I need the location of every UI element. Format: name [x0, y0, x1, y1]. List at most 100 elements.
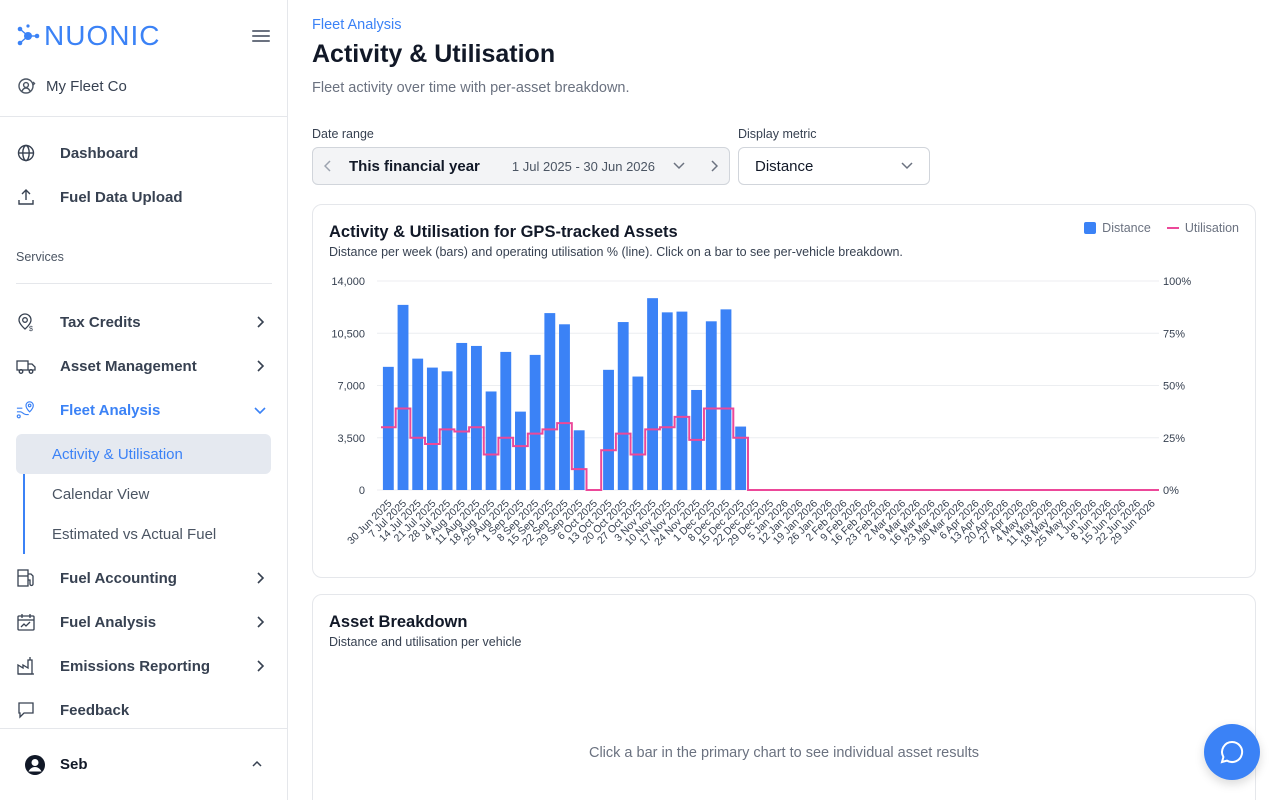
chevron-left-icon — [324, 160, 331, 172]
distance-bar[interactable] — [544, 313, 556, 490]
legend-item-utilisation[interactable]: Utilisation — [1166, 221, 1239, 235]
activity-chart-card: 0 3,500 7,000 10,500 14,000 0% 25% 50% 75% 100% 30… — [312, 204, 1256, 578]
distance-bar[interactable] — [573, 430, 585, 490]
page-title: Activity & Utilisation — [312, 40, 556, 68]
distance-bar[interactable] — [515, 411, 526, 490]
asset-breakdown-empty-message: Click a bar in the primary chart to see … — [588, 745, 980, 761]
fuel-pump-icon — [16, 568, 36, 588]
distance-bar[interactable] — [720, 309, 732, 490]
distance-bar[interactable] — [617, 322, 629, 490]
nav-tax-credits-label: Tax Credits — [60, 313, 141, 331]
previous-period-button[interactable] — [313, 148, 343, 184]
legend-label-distance: Distance — [1102, 221, 1151, 235]
y-tick-label: 14,000 — [331, 276, 365, 288]
truck-icon — [16, 356, 36, 376]
nav-tax-credits[interactable]: $ Tax Credits — [16, 302, 272, 342]
distance-bar[interactable] — [735, 426, 747, 490]
distance-bar[interactable] — [603, 369, 614, 490]
menu-toggle-icon[interactable] — [250, 27, 272, 45]
nav-fleet-analysis-label: Fleet Analysis — [60, 401, 161, 419]
distance-bar[interactable] — [456, 342, 468, 490]
org-name: My Fleet Co — [46, 77, 127, 95]
chevron-right-icon — [252, 614, 268, 630]
distance-bar[interactable] — [441, 371, 453, 490]
chevron-right-icon — [252, 358, 268, 374]
distance-bar[interactable] — [485, 391, 497, 490]
nav-fuel-analysis[interactable]: Fuel Analysis — [16, 602, 272, 642]
nav-fuel-data-upload-label: Fuel Data Upload — [60, 188, 183, 206]
distance-bar[interactable] — [705, 321, 717, 490]
route-pin-icon — [16, 400, 36, 420]
chevron-down-icon[interactable] — [673, 162, 685, 170]
nuonic-logo-icon — [17, 24, 40, 46]
y2-tick-label: 100% — [1163, 276, 1191, 288]
subnav-calendar-view[interactable]: Calendar View — [52, 485, 150, 503]
factory-icon — [16, 656, 36, 676]
chevron-down-icon — [901, 162, 913, 170]
activity-chart[interactable]: 03,5007,00010,50014,0000%25%50%75%100%30… — [313, 205, 1255, 577]
logo-row: NUONIC — [16, 18, 272, 54]
message-icon — [16, 700, 36, 720]
legend-item-distance[interactable]: Distance — [1084, 221, 1151, 235]
chevron-right-icon — [711, 160, 718, 172]
user-avatar-icon — [25, 754, 45, 775]
distance-bar[interactable] — [412, 358, 424, 490]
y-tick-label: 3,500 — [337, 433, 365, 445]
date-range-picker[interactable]: This financial year 1 Jul 2025 - 30 Jun … — [312, 147, 730, 185]
nav-asset-management-label: Asset Management — [60, 357, 197, 375]
y-tick-label: 7,000 — [337, 381, 365, 393]
distance-bar[interactable] — [470, 345, 482, 490]
org-switch-icon — [18, 78, 36, 94]
distance-bar[interactable] — [661, 312, 673, 490]
nav-fleet-analysis[interactable]: Fleet Analysis — [16, 390, 272, 430]
date-range-dates[interactable]: 1 Jul 2025 - 30 Jun 2026 — [511, 158, 655, 174]
distance-bar[interactable] — [397, 304, 409, 490]
distance-bar[interactable] — [559, 324, 570, 490]
services-section-label: Services — [16, 250, 64, 264]
distance-bar[interactable] — [632, 376, 644, 490]
user-name: Seb — [60, 756, 88, 773]
chart-legend: Distance Utilisation — [1084, 221, 1239, 235]
date-range-preset[interactable]: This financial year — [349, 157, 480, 175]
utilisation-line — [381, 407, 1159, 491]
nav-dashboard-label: Dashboard — [60, 144, 139, 162]
subnav-indicator-line — [23, 434, 25, 554]
y2-tick-label: 25% — [1163, 433, 1185, 445]
calendar-chart-icon — [16, 612, 36, 632]
breadcrumb[interactable]: Fleet Analysis — [312, 17, 402, 33]
nav-feedback[interactable]: Feedback — [16, 690, 272, 730]
subnav-activity-utilisation[interactable]: Activity & Utilisation — [16, 434, 271, 474]
asset-breakdown-subtitle: Distance and utilisation per vehicle — [329, 635, 522, 649]
display-metric-label: Display metric — [738, 127, 817, 141]
nav-fuel-analysis-label: Fuel Analysis — [60, 613, 157, 631]
svg-text:$: $ — [29, 326, 33, 332]
nav-asset-management[interactable]: Asset Management — [16, 346, 272, 386]
nav-fuel-accounting[interactable]: Fuel Accounting — [16, 558, 272, 598]
distance-bar[interactable] — [529, 354, 541, 490]
services-divider — [16, 283, 272, 284]
sidebar: NUONIC My Fleet Co Dashboard Fuel Data U… — [0, 0, 288, 800]
distance-bar[interactable] — [382, 366, 394, 490]
display-metric-select[interactable]: Distance — [738, 147, 930, 185]
chat-button[interactable] — [1204, 724, 1260, 780]
next-period-button[interactable] — [699, 148, 729, 184]
main-content: Fleet Analysis Activity & Utilisation Fl… — [288, 0, 1280, 800]
brand-logo[interactable]: NUONIC — [16, 20, 160, 52]
distance-bar[interactable] — [500, 351, 512, 490]
user-menu[interactable]: Seb — [0, 728, 287, 800]
nav-dashboard[interactable]: Dashboard — [16, 133, 272, 173]
org-switcher[interactable]: My Fleet Co — [16, 76, 127, 96]
globe-icon — [16, 143, 36, 163]
subnav-estimated-vs-actual-fuel[interactable]: Estimated vs Actual Fuel — [52, 525, 217, 543]
nav-fuel-accounting-label: Fuel Accounting — [60, 569, 177, 587]
distance-bar[interactable] — [676, 311, 688, 490]
distance-bar[interactable] — [426, 367, 438, 490]
chevron-up-icon — [251, 756, 263, 774]
nav-fuel-data-upload[interactable]: Fuel Data Upload — [16, 177, 272, 217]
distance-bar[interactable] — [647, 298, 658, 490]
y-tick-label: 0 — [359, 485, 365, 497]
chevron-down-icon — [252, 402, 268, 418]
nav-feedback-label: Feedback — [60, 701, 130, 719]
display-metric-value: Distance — [755, 157, 814, 175]
nav-emissions-reporting[interactable]: Emissions Reporting — [16, 646, 272, 686]
